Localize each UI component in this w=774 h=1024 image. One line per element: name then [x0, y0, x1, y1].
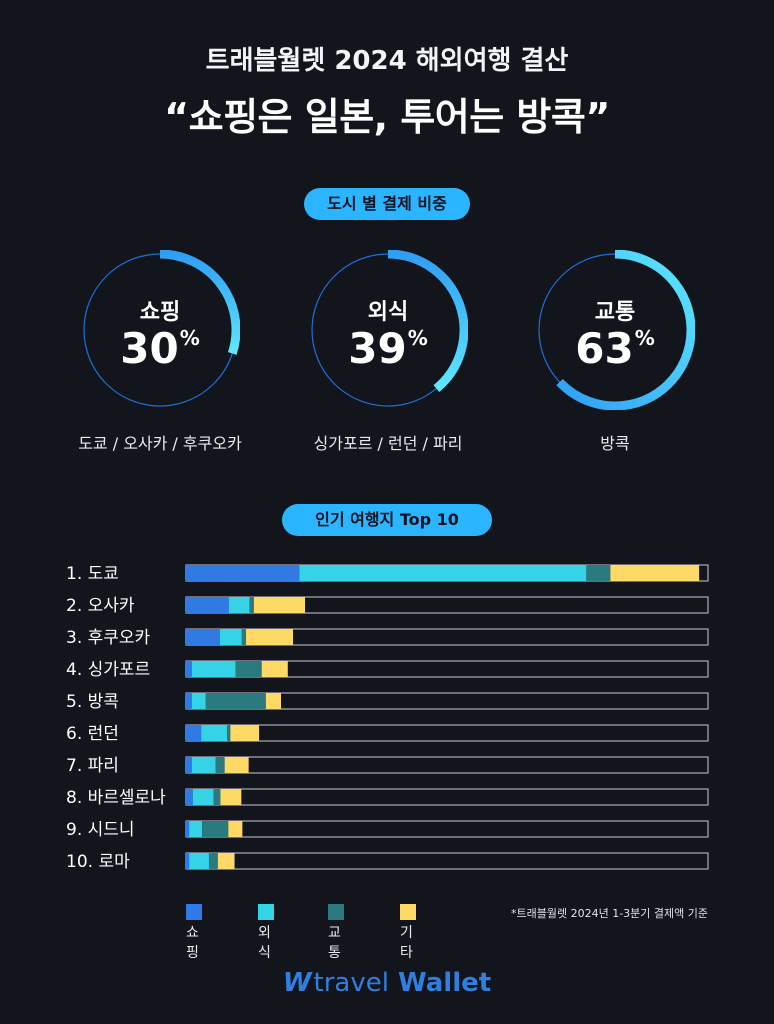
gauge-value: 39%	[348, 324, 428, 373]
legend-swatch	[400, 904, 416, 920]
bar-segment	[228, 597, 250, 613]
gauge-value: 63%	[575, 324, 655, 373]
page-subtitle: 트래블월렛 2024 해외여행 결산	[205, 46, 569, 76]
bar-segment	[586, 565, 611, 581]
bar-segment	[189, 821, 203, 837]
bar-segment	[261, 661, 288, 677]
bar-category-label: 3. 후쿠오카	[66, 628, 151, 648]
bar-segment	[205, 693, 266, 709]
bar-segment	[610, 565, 700, 581]
bar-segment	[265, 693, 282, 709]
bar-segment	[191, 693, 206, 709]
bar-segment	[186, 661, 192, 677]
legend-swatch	[258, 904, 274, 920]
bar-segment	[186, 693, 192, 709]
gauge-category: 외식	[367, 300, 409, 325]
gauge-category: 교통	[594, 300, 636, 325]
bar-category-label: 9. 시드니	[66, 820, 135, 840]
gauge-cities: 방콕	[600, 434, 630, 453]
legend-item-transport: 교통	[328, 903, 350, 961]
footnote: *트래블월렛 2024년 1-3분기 결제액 기준	[510, 907, 708, 920]
gauge-cities: 싱가포르 / 런던 / 파리	[313, 434, 463, 453]
bar-category-label: 4. 싱가포르	[66, 660, 150, 680]
legend-swatch	[328, 904, 344, 920]
logo-text-wallet: Wallet	[398, 968, 492, 998]
page-headline: “쇼핑은 일본, 투어는 방콕”	[164, 95, 610, 139]
bar-segment	[219, 629, 242, 645]
bar-segment	[191, 757, 216, 773]
gauge-arc	[556, 250, 695, 410]
bar-segment	[213, 789, 221, 805]
bar-category-label: 7. 파리	[66, 756, 119, 776]
bar-segment	[220, 789, 242, 805]
bar-segment	[186, 597, 229, 613]
legend-item-shopping: 쇼핑	[186, 903, 208, 961]
bar-category-label: 1. 도쿄	[66, 564, 119, 584]
bar-track	[185, 724, 709, 742]
top10-stacked-bar-chart: 1. 도쿄 2. 오사카 3. 후쿠오카 4. 싱가포르 5. 방콕 6. 런던 7. 파리…	[66, 564, 709, 872]
bar-segment	[253, 597, 306, 613]
bar-segment	[235, 661, 262, 677]
bar-segment	[186, 853, 190, 869]
bar-category-label: 10. 로마	[66, 852, 130, 872]
section-label-city-share: 도시 별 결제 비중	[304, 188, 470, 220]
gauge-dining: 외식 39% 싱가포르 / 런던 / 파리	[308, 250, 468, 453]
bar-category-label: 5. 방콕	[66, 692, 119, 712]
travel-wallet-logo: Wtravel Wallet	[0, 968, 774, 998]
bar-segment	[227, 725, 231, 741]
bar-segment	[186, 629, 220, 645]
gauge-ring	[311, 250, 468, 407]
bar-segment	[241, 629, 247, 645]
gauge-arc	[159, 250, 240, 355]
bar-segment	[201, 725, 228, 741]
logo-text-travel: travel	[313, 968, 389, 998]
bar-segment	[189, 853, 209, 869]
bar-segment	[228, 821, 243, 837]
bar-segment	[186, 821, 190, 837]
bar-segment	[192, 789, 214, 805]
bar-segment	[186, 789, 193, 805]
legend-swatch	[186, 904, 202, 920]
gauge-ring	[538, 250, 695, 410]
bar-segment	[217, 853, 235, 869]
bar-track	[185, 820, 709, 838]
gauge-transport: 교통 63% 방콕	[535, 250, 695, 453]
bar-track	[185, 852, 709, 870]
logo-w-icon: W	[282, 968, 312, 998]
bar-segment	[202, 821, 229, 837]
bar-segment	[186, 565, 300, 581]
bar-segment	[249, 597, 254, 613]
legend-item-dining: 외식	[258, 903, 280, 961]
section-label-top10: 인기 여행지 Top 10	[282, 504, 492, 536]
bar-segment	[215, 757, 225, 773]
bar-segment	[186, 757, 192, 773]
bar-track	[185, 788, 709, 806]
bar-segment	[186, 725, 202, 741]
bar-category-label: 6. 런던	[66, 724, 119, 744]
bar-segment	[230, 725, 260, 741]
bar-category-label: 8. 바르셀로나	[66, 788, 166, 808]
gauge-ring	[83, 250, 240, 407]
gauge-arc	[387, 250, 468, 393]
gauge-shopping: 쇼핑 30% 도쿄 / 오사카 / 후쿠오카	[78, 250, 242, 453]
bar-track	[185, 756, 709, 774]
gauge-cities: 도쿄 / 오사카 / 후쿠오카	[78, 434, 242, 453]
gauge-value: 30%	[120, 324, 200, 373]
bar-category-label: 2. 오사카	[66, 596, 135, 616]
bar-segment	[246, 629, 294, 645]
bar-segment	[191, 661, 236, 677]
gauge-category: 쇼핑	[139, 300, 181, 325]
bar-segment	[299, 565, 587, 581]
bar-segment	[208, 853, 218, 869]
legend-item-other: 기타	[400, 903, 422, 961]
bar-segment	[224, 757, 249, 773]
